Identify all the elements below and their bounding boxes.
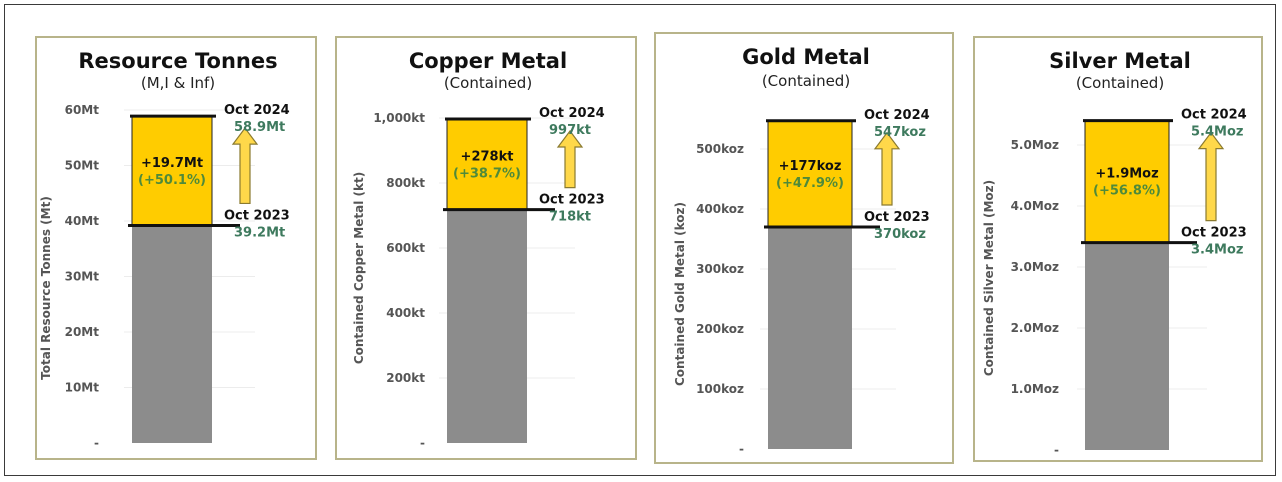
y-tick-label: 60Mt bbox=[65, 103, 100, 117]
y-tick-label: 3.0Moz bbox=[1011, 260, 1059, 274]
y-tick-label: - bbox=[739, 442, 744, 456]
bar-increase bbox=[131, 115, 213, 226]
oct-2023-value-label: 3.4Moz bbox=[1191, 243, 1243, 258]
silver-metal-panel: Silver Metal (Contained) Contained Silve… bbox=[973, 36, 1263, 462]
y-tick-label: - bbox=[420, 436, 425, 450]
y-axis-label: Contained Silver Metal (Moz) bbox=[982, 180, 996, 376]
oct-2023-value-label: 718kt bbox=[549, 210, 591, 225]
y-tick-label: - bbox=[1054, 443, 1059, 457]
oct-2024-date-label: Oct 2024 bbox=[539, 106, 605, 121]
y-tick-label: 100koz bbox=[696, 382, 744, 396]
chart-title: Copper Metal bbox=[409, 49, 567, 73]
y-tick-label: 10Mt bbox=[65, 381, 100, 395]
chart-subtitle: (Contained) bbox=[762, 72, 850, 90]
bar-increase bbox=[446, 118, 528, 211]
y-tick-label: 300koz bbox=[696, 262, 744, 276]
increase-arrow-icon bbox=[556, 129, 584, 189]
oct-2023-date-label: Oct 2023 bbox=[864, 210, 930, 225]
increase-label: +1.9Moz bbox=[1095, 167, 1158, 182]
gold-metal-panel: Gold Metal (Contained) Contained Gold Me… bbox=[654, 32, 954, 464]
oct-2023-date-label: Oct 2023 bbox=[539, 193, 605, 208]
y-tick-label: 4.0Moz bbox=[1011, 199, 1059, 213]
increase-arrow-icon bbox=[873, 131, 901, 206]
chart-subtitle: (Contained) bbox=[444, 74, 532, 92]
increase-label: +278kt bbox=[461, 149, 514, 164]
oct-2023-value-label: 39.2Mt bbox=[234, 225, 285, 240]
chart-subtitle: (M,I & Inf) bbox=[141, 74, 215, 92]
bar-increase bbox=[1084, 120, 1170, 244]
resource-tonnes-chart: Resource Tonnes (M,I & Inf) Total Resour… bbox=[39, 49, 290, 450]
gold-metal-chart: Gold Metal (Contained) Contained Gold Me… bbox=[673, 45, 930, 456]
y-tick-label: 20Mt bbox=[65, 325, 100, 339]
increase-percent: (+50.1%) bbox=[138, 173, 206, 188]
oct-2023-date-label: Oct 2023 bbox=[224, 208, 290, 223]
copper-metal-chart: Copper Metal (Contained) Contained Coppe… bbox=[352, 49, 605, 450]
chart-title: Resource Tonnes bbox=[78, 49, 277, 73]
chart-subtitle: (Contained) bbox=[1076, 74, 1164, 92]
y-tick-label: - bbox=[94, 436, 99, 450]
y-tick-label: 1.0Moz bbox=[1011, 382, 1059, 396]
y-tick-label: 40Mt bbox=[65, 214, 100, 228]
y-tick-label: 1,000kt bbox=[373, 111, 425, 125]
increase-percent: (+38.7%) bbox=[453, 166, 521, 181]
y-tick-label: 200kt bbox=[386, 371, 425, 385]
oct-2024-date-label: Oct 2024 bbox=[224, 103, 290, 118]
oct-2024-date-label: Oct 2024 bbox=[1181, 108, 1247, 123]
chart-title: Silver Metal bbox=[1049, 49, 1191, 73]
y-tick-label: 400kt bbox=[386, 306, 425, 320]
increase-arrow-icon bbox=[231, 127, 259, 205]
bar-increase bbox=[767, 120, 853, 228]
y-tick-label: 5.0Moz bbox=[1011, 138, 1059, 152]
oct-2023-date-label: Oct 2023 bbox=[1181, 226, 1247, 241]
y-tick-label: 400koz bbox=[696, 202, 744, 216]
increase-label: +177koz bbox=[779, 159, 842, 174]
bar-oct-2023 bbox=[447, 209, 527, 443]
resource-tonnes-panel: Resource Tonnes (M,I & Inf) Total Resour… bbox=[35, 36, 317, 460]
oct-2024-value-label: 997kt bbox=[549, 123, 591, 138]
oct-2024-value-label: 547koz bbox=[874, 125, 926, 140]
y-tick-label: 200koz bbox=[696, 322, 744, 336]
y-tick-label: 30Mt bbox=[65, 270, 100, 284]
y-tick-label: 2.0Moz bbox=[1011, 321, 1059, 335]
oct-2023-value-label: 370koz bbox=[874, 227, 926, 242]
y-tick-label: 50Mt bbox=[65, 159, 100, 173]
oct-2024-date-label: Oct 2024 bbox=[864, 108, 930, 123]
increase-percent: (+56.8%) bbox=[1093, 184, 1161, 199]
y-axis-label: Contained Copper Metal (kt) bbox=[352, 172, 366, 364]
chart-title: Gold Metal bbox=[742, 45, 870, 69]
y-axis-label: Total Resource Tonnes (Mt) bbox=[39, 196, 53, 380]
increase-arrow-icon bbox=[1197, 131, 1225, 222]
copper-metal-panel: Copper Metal (Contained) Contained Coppe… bbox=[335, 36, 637, 460]
y-tick-label: 800kt bbox=[386, 176, 425, 190]
y-tick-label: 500koz bbox=[696, 142, 744, 156]
silver-metal-chart: Silver Metal (Contained) Contained Silve… bbox=[982, 49, 1247, 457]
bar-oct-2023 bbox=[1085, 242, 1169, 450]
bar-oct-2023 bbox=[768, 227, 852, 449]
oct-2024-value-label: 5.4Moz bbox=[1191, 125, 1243, 140]
y-axis-label: Contained Gold Metal (koz) bbox=[673, 202, 687, 386]
y-tick-label: 600kt bbox=[386, 241, 425, 255]
increase-percent: (+47.9%) bbox=[776, 176, 844, 191]
increase-label: +19.7Mt bbox=[141, 156, 203, 171]
oct-2024-value-label: 58.9Mt bbox=[234, 120, 285, 135]
bar-oct-2023 bbox=[132, 225, 212, 443]
